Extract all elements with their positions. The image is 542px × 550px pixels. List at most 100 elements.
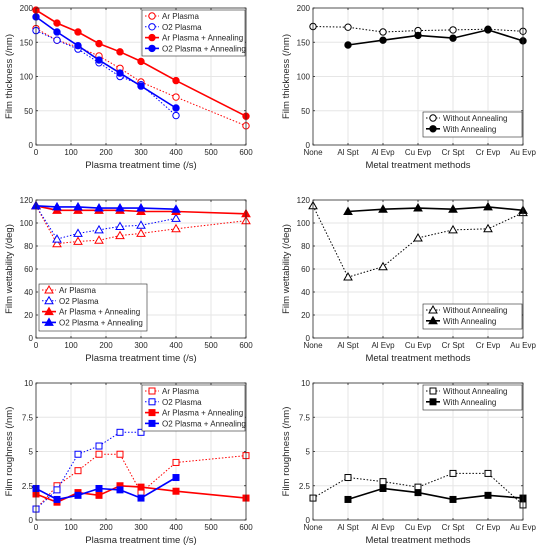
legend-marker <box>429 387 437 395</box>
data-point <box>172 111 180 120</box>
legend-marker <box>428 304 438 314</box>
plot-frame <box>312 382 524 521</box>
series-line <box>35 205 247 245</box>
legend-marker <box>148 409 156 417</box>
data-point <box>115 230 125 240</box>
chart-p2: None Al Spt Al Evp Cu Evp Cr Spt Cr Evp Au Evp… <box>281 4 536 171</box>
y-tick-label: 120 <box>297 196 311 205</box>
y-tick-label: 80 <box>301 242 310 251</box>
x-tick-label: Al Evp <box>371 523 395 532</box>
chart-p6: None Al Spt Al Evp Cu Evp Cr Spt Cr Evp Au Evp… <box>281 379 536 546</box>
y-axis-label: Film roughness (/nm) <box>4 407 15 497</box>
plot-frame <box>35 7 247 146</box>
x-tick-label: 600 <box>239 148 253 157</box>
x-tick-label: 0 <box>34 523 39 532</box>
data-point <box>172 487 180 495</box>
legend-label: O2 Plasma <box>59 297 99 306</box>
y-tick-label: 120 <box>20 196 34 205</box>
x-tick-label: 200 <box>99 148 113 157</box>
data-point <box>95 442 103 450</box>
data-point <box>116 48 124 56</box>
y-axis-label: Film thickness (/nm) <box>281 34 292 119</box>
data-point <box>115 221 125 230</box>
y-tick-label: 100 <box>297 73 311 82</box>
legend-label: O2 Plasma + Annealing <box>59 318 143 327</box>
data-point <box>94 235 104 244</box>
y-tick-label: 2.5 <box>299 482 311 491</box>
legend-box <box>141 9 246 57</box>
data-point <box>137 57 145 66</box>
data-point <box>52 201 62 211</box>
series-line <box>347 206 524 213</box>
x-axis-label: Plasma treatment time (/s) <box>85 160 196 171</box>
legend: Ar Plasma O2 Plasma Ar Plasma + AnnealingO… <box>141 384 246 432</box>
legend-marker <box>148 12 156 20</box>
y-tick-label: 5 <box>306 448 311 457</box>
legend-marker <box>429 114 437 122</box>
x-axis-label: Metal treatment methods <box>365 535 470 546</box>
x-tick-label: Al Spt <box>337 341 359 350</box>
x-tick-label: Al Spt <box>337 523 359 532</box>
x-tick-label: Cr Evp <box>476 523 501 532</box>
legend-marker <box>44 284 54 294</box>
legend-label: With Annealing <box>443 125 496 134</box>
plot-frame <box>35 199 247 339</box>
x-tick-label: 600 <box>239 341 253 350</box>
y-tick-label: 7.5 <box>22 413 34 422</box>
legend-box <box>422 303 523 330</box>
data-point <box>74 467 82 475</box>
data-point <box>414 489 422 497</box>
legend-label: Ar Plasma <box>162 387 199 396</box>
data-point <box>483 223 493 233</box>
y-tick-label: 10 <box>24 379 33 388</box>
legend-box <box>422 384 523 411</box>
data-point <box>449 495 457 503</box>
data-point <box>449 469 457 477</box>
data-point <box>74 450 82 458</box>
data-point <box>172 76 180 85</box>
plot-frame <box>35 382 247 521</box>
x-tick-label: Al Evp <box>371 148 395 157</box>
data-point <box>136 220 146 229</box>
y-axis-label: Film wettability (/deg) <box>4 224 15 314</box>
legend-label: O2 Plasma <box>162 23 202 32</box>
data-point <box>95 56 103 64</box>
legend-marker <box>44 306 54 316</box>
data-point <box>136 203 146 212</box>
data-point <box>53 495 61 503</box>
data-point <box>116 69 124 77</box>
x-tick-label: 300 <box>134 523 148 532</box>
data-point <box>172 474 180 482</box>
data-point <box>344 23 352 31</box>
data-point <box>136 228 146 237</box>
legend: Without Annealing With Annealing <box>422 303 523 330</box>
data-point <box>449 26 457 34</box>
legend-label: Ar Plasma + Annealing <box>162 409 243 418</box>
y-tick-label: 2.5 <box>22 482 34 491</box>
data-point <box>74 41 82 50</box>
y-tick-label: 0 <box>306 516 311 525</box>
data-point <box>116 428 124 436</box>
y-axis-label: Film roughness (/nm) <box>281 407 292 497</box>
legend: Without Annealing With Annealing <box>422 384 523 411</box>
x-tick-label: 100 <box>64 341 78 350</box>
data-point <box>378 261 388 271</box>
legend: Without Annealing With Annealing <box>422 111 523 138</box>
x-tick-label: Cr Evp <box>476 341 501 350</box>
data-point <box>414 31 422 40</box>
data-point <box>484 491 492 499</box>
x-tick-label: 500 <box>204 148 218 157</box>
x-axis-label: Plasma treatment time (/s) <box>85 353 196 364</box>
data-point <box>53 36 61 44</box>
y-tick-label: 0 <box>29 334 34 343</box>
legend-box <box>141 384 246 432</box>
chart-p3: 0 100 200 300 400 500 600 0 20 40 60 80 100 120 Plasma… <box>4 196 253 364</box>
y-tick-label: 40 <box>301 288 310 297</box>
x-tick-label: 100 <box>64 523 78 532</box>
data-point <box>137 483 145 491</box>
data-point <box>116 486 124 494</box>
legend-marker <box>148 44 156 53</box>
legend-marker <box>44 317 54 326</box>
legend-label: Without Annealing <box>443 306 508 315</box>
